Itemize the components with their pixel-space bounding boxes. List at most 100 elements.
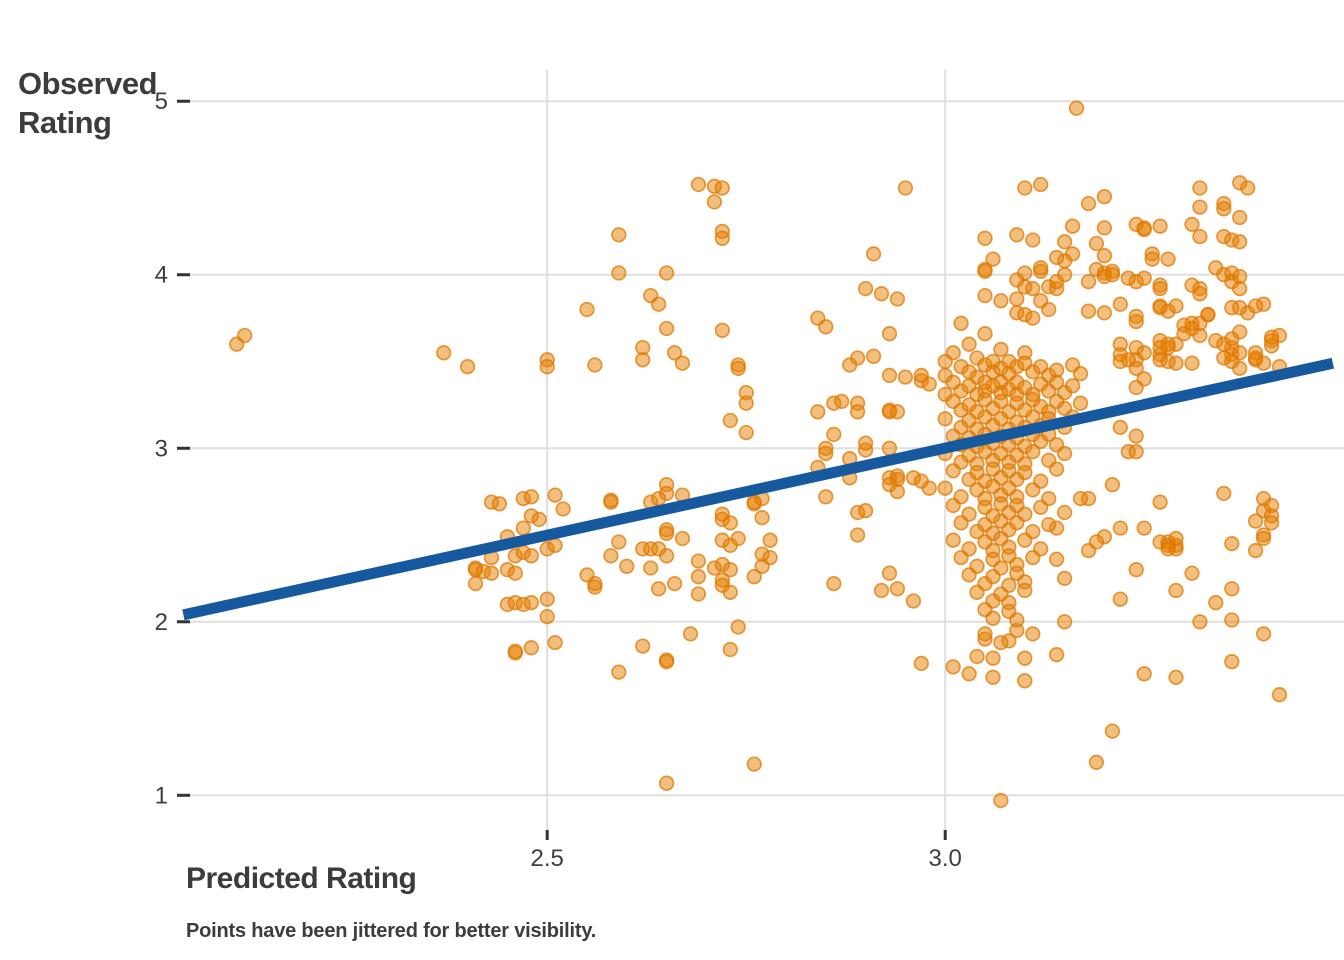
data-point bbox=[945, 532, 961, 548]
data-point bbox=[1232, 209, 1248, 226]
data-point bbox=[818, 489, 834, 505]
data-point bbox=[1184, 355, 1200, 371]
data-point bbox=[1056, 267, 1073, 283]
data-point bbox=[993, 634, 1009, 651]
data-point bbox=[1072, 490, 1089, 507]
data-point bbox=[1056, 570, 1073, 587]
data-point bbox=[1152, 339, 1168, 356]
data-point bbox=[1056, 504, 1073, 521]
data-point bbox=[539, 591, 555, 607]
data-point bbox=[611, 265, 627, 281]
y-tick-label: 4 bbox=[155, 262, 168, 289]
data-point bbox=[507, 565, 523, 581]
data-point bbox=[1128, 428, 1144, 444]
axis-ticks bbox=[177, 99, 947, 840]
data-point bbox=[985, 650, 1001, 666]
data-point bbox=[1247, 298, 1264, 314]
data-point bbox=[1017, 582, 1033, 599]
data-point bbox=[977, 626, 993, 642]
data-point bbox=[1017, 265, 1033, 281]
data-point bbox=[842, 357, 858, 373]
data-point bbox=[714, 180, 730, 196]
x-tick-label: 3.0 bbox=[929, 845, 962, 872]
data-point bbox=[881, 367, 898, 384]
data-point bbox=[690, 176, 707, 193]
data-point bbox=[690, 586, 707, 602]
data-point bbox=[1041, 301, 1057, 318]
data-point bbox=[897, 180, 914, 196]
data-point bbox=[993, 341, 1009, 358]
data-point bbox=[730, 619, 746, 635]
data-point bbox=[881, 565, 898, 581]
data-point bbox=[945, 659, 961, 675]
data-point bbox=[1088, 235, 1105, 252]
data-point bbox=[1064, 218, 1081, 234]
data-point bbox=[985, 610, 1001, 626]
data-point bbox=[682, 626, 699, 642]
data-point bbox=[1240, 180, 1256, 196]
data-point bbox=[1136, 666, 1152, 682]
data-point bbox=[1224, 612, 1240, 628]
data-point bbox=[834, 393, 850, 410]
data-point bbox=[1224, 581, 1240, 597]
y-tick-label: 2 bbox=[155, 609, 168, 636]
data-point bbox=[985, 251, 1001, 267]
data-point bbox=[237, 327, 253, 344]
data-point bbox=[658, 525, 675, 541]
data-point bbox=[953, 549, 969, 566]
x-axis-title: Predicted Rating bbox=[186, 862, 417, 895]
data-point bbox=[977, 263, 993, 279]
data-point bbox=[1088, 534, 1105, 550]
data-point bbox=[873, 582, 890, 599]
data-point bbox=[1176, 326, 1192, 342]
data-point bbox=[1128, 339, 1144, 356]
data-point bbox=[1080, 195, 1097, 212]
data-point bbox=[1136, 221, 1152, 238]
data-point bbox=[961, 336, 977, 352]
data-point bbox=[1112, 520, 1128, 536]
data-point bbox=[523, 548, 539, 564]
data-point bbox=[1232, 345, 1248, 361]
data-point bbox=[1064, 378, 1081, 394]
data-point bbox=[539, 359, 555, 375]
data-point bbox=[1025, 310, 1041, 326]
data-point bbox=[1025, 626, 1041, 642]
data-point bbox=[985, 669, 1001, 685]
data-point bbox=[611, 227, 627, 243]
data-point bbox=[1128, 313, 1144, 330]
data-point bbox=[619, 558, 635, 574]
data-point bbox=[1152, 218, 1168, 234]
data-point bbox=[587, 357, 603, 373]
data-point bbox=[993, 411, 1009, 427]
data-point bbox=[547, 537, 563, 554]
data-point bbox=[1232, 360, 1248, 377]
data-point bbox=[1048, 551, 1065, 567]
data-point bbox=[977, 230, 993, 246]
data-point bbox=[1112, 591, 1128, 607]
data-point bbox=[937, 353, 953, 370]
data-point bbox=[1017, 180, 1033, 196]
data-point bbox=[953, 315, 969, 331]
data-point bbox=[897, 369, 914, 385]
data-point bbox=[1033, 499, 1049, 515]
data-point bbox=[937, 480, 953, 496]
data-point bbox=[810, 404, 826, 420]
data-point bbox=[1009, 227, 1025, 243]
data-point bbox=[1009, 612, 1025, 628]
data-point bbox=[738, 395, 754, 411]
data-point bbox=[690, 569, 707, 585]
data-point bbox=[1263, 515, 1280, 531]
data-point bbox=[1184, 565, 1200, 581]
data-point bbox=[857, 435, 874, 451]
data-point bbox=[762, 549, 778, 566]
gridlines bbox=[185, 70, 1344, 830]
data-point bbox=[826, 575, 842, 592]
data-point bbox=[674, 355, 691, 371]
data-point bbox=[1104, 267, 1121, 283]
data-point bbox=[945, 497, 961, 514]
data-point bbox=[818, 445, 834, 462]
data-point bbox=[714, 322, 730, 338]
data-point bbox=[674, 530, 691, 547]
data-point bbox=[889, 404, 906, 420]
